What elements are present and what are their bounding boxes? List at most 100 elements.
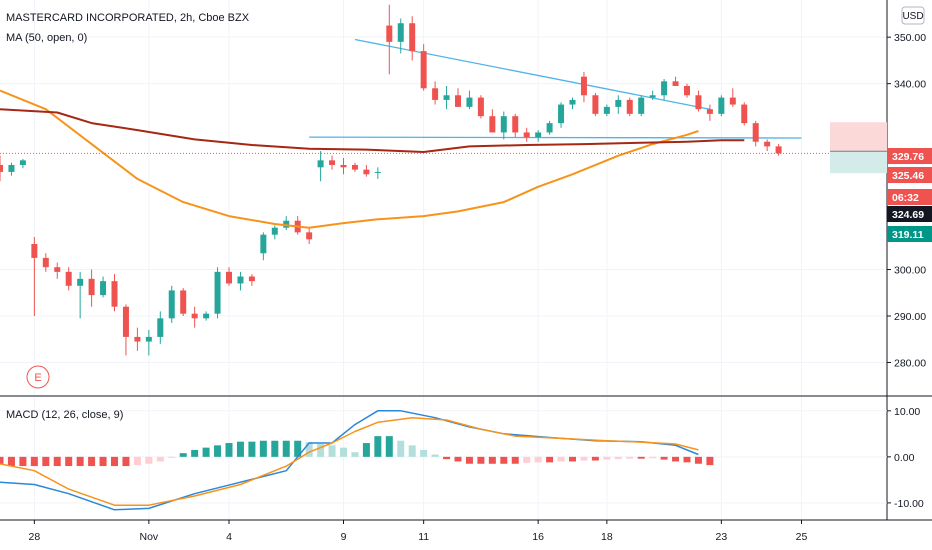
price-pane[interactable]: MASTERCARD INCORPORATED, 2h, Cboe BZX MA…	[0, 0, 887, 395]
macd-histogram-bar	[569, 456, 576, 462]
price-tag-label: 325.46	[892, 170, 924, 182]
candle-up	[145, 336, 152, 342]
price-tick-label: 350.00	[894, 32, 926, 44]
candle-up	[168, 290, 175, 319]
currency-label: USD	[902, 11, 923, 22]
price-tag	[887, 148, 932, 164]
macd-histogram-bar	[637, 456, 645, 459]
earnings-marker-label: E	[34, 372, 41, 384]
price-grid	[0, 0, 887, 395]
candle-down	[88, 278, 95, 296]
candle-up	[214, 271, 221, 314]
price-tick-label: 300.00	[894, 265, 926, 277]
currency-badge[interactable]: USD	[901, 6, 925, 25]
macd-histogram-bar	[534, 456, 542, 463]
macd-histogram-bar	[488, 456, 496, 464]
candle-down	[248, 276, 255, 282]
candle-down	[672, 81, 679, 86]
macd-histogram-bar	[683, 456, 691, 463]
candle-down	[351, 164, 358, 170]
candle-down	[580, 76, 587, 96]
candle-up	[283, 220, 290, 228]
candle-down	[386, 25, 393, 42]
candle-up	[569, 99, 576, 105]
macd-pane[interactable]: MACD (12, 26, close, 9)	[0, 397, 887, 519]
candle-down	[363, 169, 370, 175]
candle-down	[340, 164, 347, 168]
macd-tick-label: -10.00	[894, 498, 924, 510]
macd-histogram-bar	[431, 454, 439, 457]
macd-histogram-bar	[546, 456, 554, 463]
price-tag	[887, 167, 932, 183]
macd-histogram-bar	[214, 445, 222, 457]
time-tick-label: 4	[226, 531, 232, 543]
macd-histogram-bar	[99, 456, 107, 467]
candle-up	[157, 318, 164, 337]
macd-histogram-bar	[672, 456, 680, 462]
macd-histogram-bar	[156, 456, 164, 462]
macd-axis: 10.00 0.00 -10.00	[887, 406, 924, 510]
chart-title: MASTERCARD INCORPORATED, 2h, Cboe BZX	[6, 12, 250, 24]
macd-lines	[0, 410, 699, 511]
time-tick-label: 23	[716, 531, 728, 543]
candle-up	[535, 132, 542, 138]
candle-down	[729, 97, 736, 105]
time-tick-label: 25	[796, 531, 808, 543]
macd-histogram-bar	[511, 456, 519, 464]
candle-down	[0, 164, 3, 172]
macd-histogram-bar	[374, 436, 382, 457]
position-loss-zone	[830, 122, 887, 152]
candle-down	[65, 271, 72, 286]
macd-histogram-bar	[420, 449, 428, 457]
time-tick-label: Nov	[140, 531, 159, 543]
macd-legend: MACD (12, 26, close, 9)	[6, 409, 123, 421]
macd-histogram-bar	[168, 456, 176, 458]
macd-histogram-bar	[614, 456, 622, 460]
price-tag	[887, 189, 932, 205]
candle-down	[420, 51, 427, 89]
price-tag-label: 329.76	[892, 151, 924, 163]
candle-down	[592, 95, 599, 114]
candle-down	[489, 116, 496, 133]
macd-histogram-bar	[351, 452, 359, 457]
candle-down	[455, 95, 461, 107]
candle-up	[718, 97, 725, 114]
macd-histogram-bar	[259, 440, 267, 457]
macd-histogram-bar	[706, 456, 714, 466]
time-tick-label: 11	[418, 531, 429, 543]
macd-histogram-bar	[7, 456, 15, 467]
candle-down	[512, 116, 519, 133]
macd-histogram-bar	[145, 456, 153, 464]
macd-histogram-bar	[42, 456, 50, 467]
price-tick-label: 290.00	[894, 311, 926, 323]
macd-histogram-bar	[236, 441, 244, 457]
earnings-marker[interactable]: E	[26, 365, 50, 389]
macd-histogram	[0, 436, 714, 467]
candle-up	[260, 234, 267, 254]
ma-legend: MA (50, open, 0)	[6, 32, 87, 44]
price-tick-label: 340.00	[894, 79, 926, 91]
macd-histogram-bar	[19, 456, 27, 467]
candle-up	[638, 97, 645, 114]
candle-down	[523, 132, 530, 138]
candle-down	[752, 123, 759, 142]
macd-histogram-bar	[202, 447, 210, 457]
macd-tick-label: 10.00	[894, 406, 920, 418]
candle-up	[19, 160, 26, 165]
candle-down	[134, 336, 141, 342]
price-axis[interactable]: 350.00 340.00 300.00 290.00 280.00 USD 329.7…	[830, 0, 932, 520]
time-axis[interactable]: 28 Nov 4 9 11 16 18 23 25	[0, 519, 932, 543]
macd-histogram-bar	[317, 443, 325, 457]
candle-down	[31, 243, 38, 258]
macd-histogram-bar	[111, 456, 118, 467]
candle-down	[329, 160, 336, 165]
candle-down	[122, 306, 129, 337]
candle-down	[764, 141, 771, 147]
price-tag	[887, 226, 932, 242]
macd-histogram-bar	[557, 456, 565, 462]
macd-histogram-bar	[305, 442, 313, 457]
candle-up	[443, 95, 450, 100]
time-tick-label: 16	[532, 531, 544, 543]
candle-down	[741, 104, 748, 124]
